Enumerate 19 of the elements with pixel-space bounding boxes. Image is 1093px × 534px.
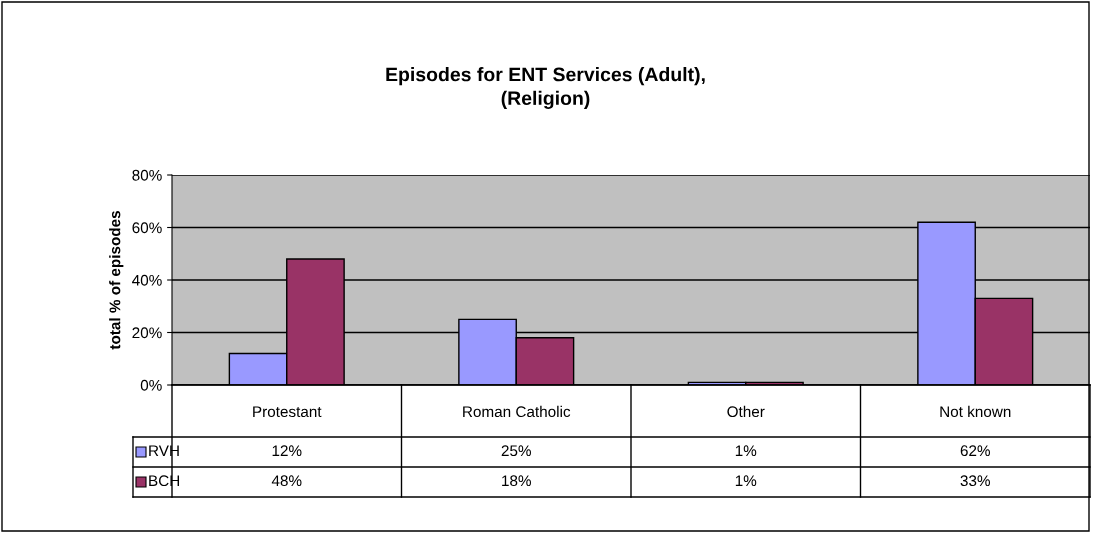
y-axis-title: total % of episodes bbox=[109, 211, 124, 350]
data-label: 18% bbox=[502, 475, 531, 487]
y-tick-label: 0% bbox=[140, 379, 162, 391]
data-label: 1% bbox=[735, 445, 757, 457]
data-label: 62% bbox=[960, 445, 990, 457]
chart-title: Episodes for ENT Services (Adult), (Religion) bbox=[386, 67, 705, 109]
y-tick-label: 40% bbox=[132, 274, 162, 286]
x-tick-label: Protestant bbox=[253, 406, 322, 418]
data-label: 12% bbox=[272, 445, 302, 457]
data-label: 1% bbox=[735, 475, 757, 487]
y-tick-label: 60% bbox=[132, 222, 162, 234]
x-tick-label: Roman Catholic bbox=[463, 405, 571, 418]
x-tick-label: Not known bbox=[940, 405, 1011, 418]
data-label: 33% bbox=[960, 475, 990, 487]
data-label: 25% bbox=[501, 445, 531, 457]
y-tick-label: 20% bbox=[132, 327, 162, 339]
data-label: 48% bbox=[271, 475, 302, 487]
x-tick-label: Other bbox=[727, 405, 765, 418]
y-tick-label: 80% bbox=[132, 169, 162, 181]
